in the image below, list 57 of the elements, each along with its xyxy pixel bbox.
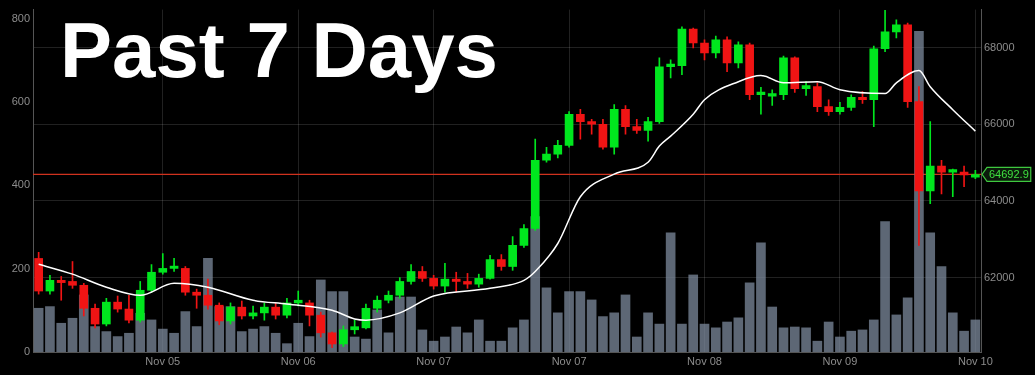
- bar: [428, 340, 439, 352]
- y2-tick-label: 64000: [984, 193, 1015, 206]
- bar: [586, 299, 597, 352]
- x-tick-label: Nov 08: [687, 354, 722, 367]
- bar: [146, 319, 157, 352]
- bar: [507, 327, 518, 352]
- bar: [67, 317, 78, 352]
- candlestick: [948, 168, 958, 198]
- x-tick-label: Nov 07: [416, 354, 452, 367]
- y2-tick-label: 62000: [984, 270, 1015, 283]
- bar: [304, 336, 315, 352]
- y-tick-label: 600: [11, 95, 30, 108]
- bar: [857, 329, 868, 352]
- candlestick: [451, 271, 461, 293]
- candlestick: [767, 89, 777, 106]
- bar: [902, 297, 913, 352]
- x-tick-label: Nov 05: [145, 354, 181, 367]
- bar: [259, 326, 270, 352]
- bar: [891, 314, 902, 352]
- bar: [812, 340, 823, 352]
- bar: [665, 232, 676, 352]
- x-tick-label: Nov 10: [957, 354, 993, 367]
- ref-line-label: 64692.9: [989, 167, 1029, 180]
- y-tick-label: 800: [11, 11, 30, 24]
- bar: [620, 294, 631, 352]
- bar: [270, 332, 281, 352]
- bar: [936, 266, 947, 352]
- bar: [575, 291, 586, 352]
- bar: [101, 331, 112, 352]
- bar: [733, 317, 744, 352]
- bar: [417, 329, 428, 352]
- bar: [744, 282, 755, 352]
- y2-tick-label: 66000: [984, 117, 1015, 130]
- bar: [496, 340, 507, 352]
- y2-tick-label: 68000: [984, 40, 1015, 53]
- y-tick-label: 200: [11, 261, 30, 274]
- y-tick-label: 0: [23, 345, 30, 358]
- candlestick: [169, 258, 179, 272]
- bar: [654, 323, 665, 352]
- bar: [462, 332, 473, 352]
- bar: [112, 336, 123, 352]
- bar: [191, 326, 202, 352]
- candlestick: [56, 276, 66, 301]
- bar: [180, 311, 191, 352]
- x-tick-label: Nov 06: [280, 354, 316, 367]
- x-tick-label: Nov 09: [822, 354, 858, 367]
- bar: [699, 323, 710, 352]
- y-tick-label: 400: [11, 178, 30, 191]
- bar: [383, 332, 394, 352]
- bar: [33, 307, 44, 352]
- bar: [823, 321, 834, 352]
- chart-title: Past 7 Days: [60, 5, 498, 96]
- x-tick-label: Nov 07: [551, 354, 587, 367]
- candlestick: [158, 253, 168, 275]
- bar: [778, 327, 789, 352]
- bar: [970, 319, 981, 352]
- bar: [541, 287, 552, 352]
